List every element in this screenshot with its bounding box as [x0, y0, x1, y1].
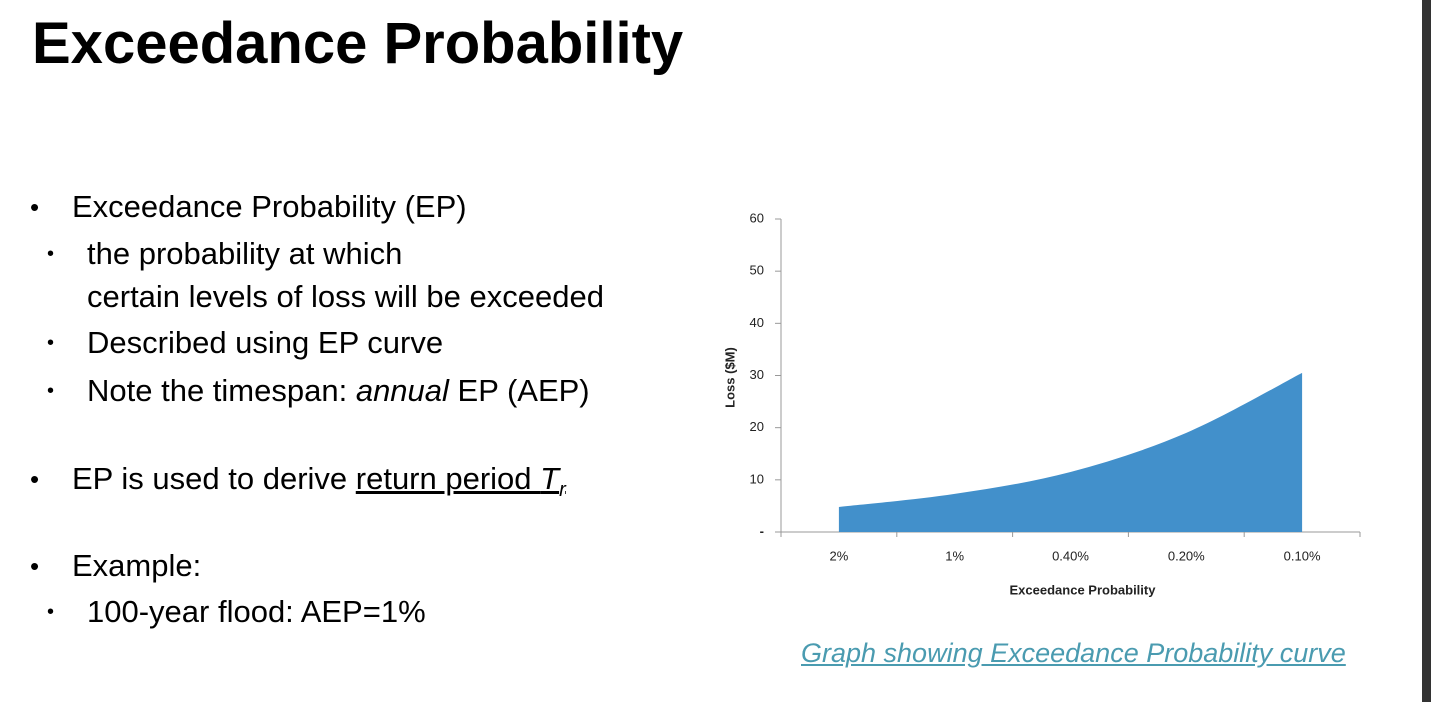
slide-title: Exceedance Probability — [32, 11, 684, 76]
text: Note the timespan: — [87, 373, 356, 408]
x-tick-label: 0.20% — [1168, 548, 1205, 563]
bullet-dot: • — [30, 464, 40, 494]
bullet: Example: — [72, 548, 202, 583]
window-edge — [1422, 0, 1431, 702]
text: EP is used to derive — [72, 461, 356, 496]
bullet-dot: • — [47, 380, 55, 402]
bullet: Exceedance Probability (EP) — [72, 189, 467, 224]
x-tick-label: 0.10% — [1284, 548, 1321, 563]
x-tick-label: 1% — [945, 548, 964, 563]
x-tick-label: 0.40% — [1052, 548, 1089, 563]
bullet: EP is used to derive return period Tr — [72, 461, 566, 508]
y-tick-label: 10 — [750, 471, 764, 486]
subscript: r — [559, 479, 566, 502]
y-axis-label: Loss ($M) — [722, 347, 737, 408]
underlined-text: return period Tr — [355, 461, 566, 501]
y-tick-label: 60 — [750, 210, 764, 225]
x-axis-label: Exceedance Probability — [1010, 582, 1157, 597]
y-tick-label: 40 — [750, 315, 764, 330]
chart: - 10 20 30 40 50 60 2% 1% 0.40% 0.20% 0.10% Exceedan… — [722, 210, 1361, 597]
y-tick-label: - — [760, 523, 764, 538]
y-tick-label: 50 — [750, 263, 764, 278]
bullet: Described using EP curve — [87, 325, 444, 360]
italic-text: annual — [355, 373, 449, 408]
bullet-dot: • — [47, 243, 55, 265]
text: EP (AEP) — [448, 373, 590, 408]
bullet: 100-year flood: AEP=1% — [87, 594, 426, 629]
y-tick-label: 20 — [750, 419, 764, 434]
bullet-dot: • — [47, 332, 55, 354]
bullet-dot: • — [47, 601, 55, 623]
italic-text: T — [540, 461, 560, 496]
bullet: the probability at which — [87, 236, 403, 271]
caption-link[interactable]: Graph showing Exceedance Probability cur… — [801, 638, 1346, 668]
x-tick-label: 2% — [830, 548, 849, 563]
bullet-dot: • — [30, 192, 40, 222]
area — [838, 372, 1303, 532]
text: return period — [355, 461, 541, 496]
bullet-dot: • — [30, 551, 40, 581]
bullet: certain levels of loss will be exceeded — [87, 279, 604, 314]
bullet: Note the timespan: annual EP (AEP) — [87, 373, 590, 409]
y-tick-label: 30 — [750, 367, 764, 382]
